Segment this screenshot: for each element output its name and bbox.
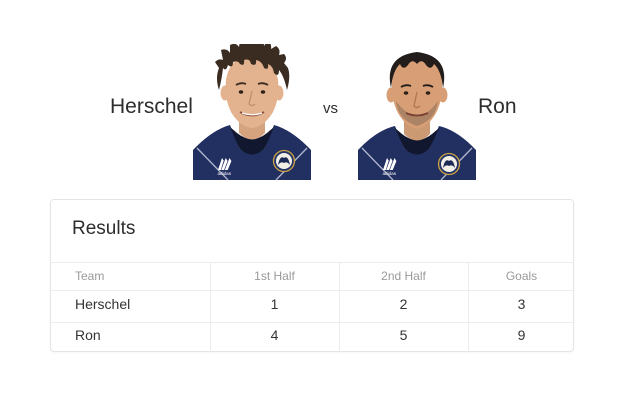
svg-text:adidas: adidas bbox=[218, 171, 232, 176]
svg-text:adidas: adidas bbox=[383, 171, 397, 176]
